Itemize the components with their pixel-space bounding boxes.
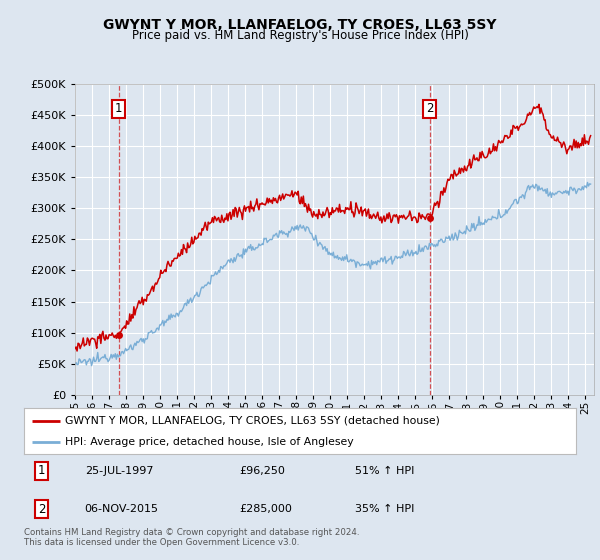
Text: Contains HM Land Registry data © Crown copyright and database right 2024.
This d: Contains HM Land Registry data © Crown c… [24,528,359,548]
Text: 06-NOV-2015: 06-NOV-2015 [85,504,159,514]
Text: £96,250: £96,250 [239,466,285,476]
Text: Price paid vs. HM Land Registry's House Price Index (HPI): Price paid vs. HM Land Registry's House … [131,29,469,42]
Text: HPI: Average price, detached house, Isle of Anglesey: HPI: Average price, detached house, Isle… [65,437,354,447]
Text: 35% ↑ HPI: 35% ↑ HPI [355,504,415,514]
Text: £285,000: £285,000 [239,504,292,514]
Text: 2: 2 [426,102,433,115]
Text: 1: 1 [115,102,122,115]
Text: 25-JUL-1997: 25-JUL-1997 [85,466,153,476]
Text: 1: 1 [38,464,46,477]
Text: 51% ↑ HPI: 51% ↑ HPI [355,466,415,476]
Text: GWYNT Y MOR, LLANFAELOG, TY CROES, LL63 5SY: GWYNT Y MOR, LLANFAELOG, TY CROES, LL63 … [103,18,497,32]
Text: GWYNT Y MOR, LLANFAELOG, TY CROES, LL63 5SY (detached house): GWYNT Y MOR, LLANFAELOG, TY CROES, LL63 … [65,416,440,426]
Text: 2: 2 [38,502,46,516]
